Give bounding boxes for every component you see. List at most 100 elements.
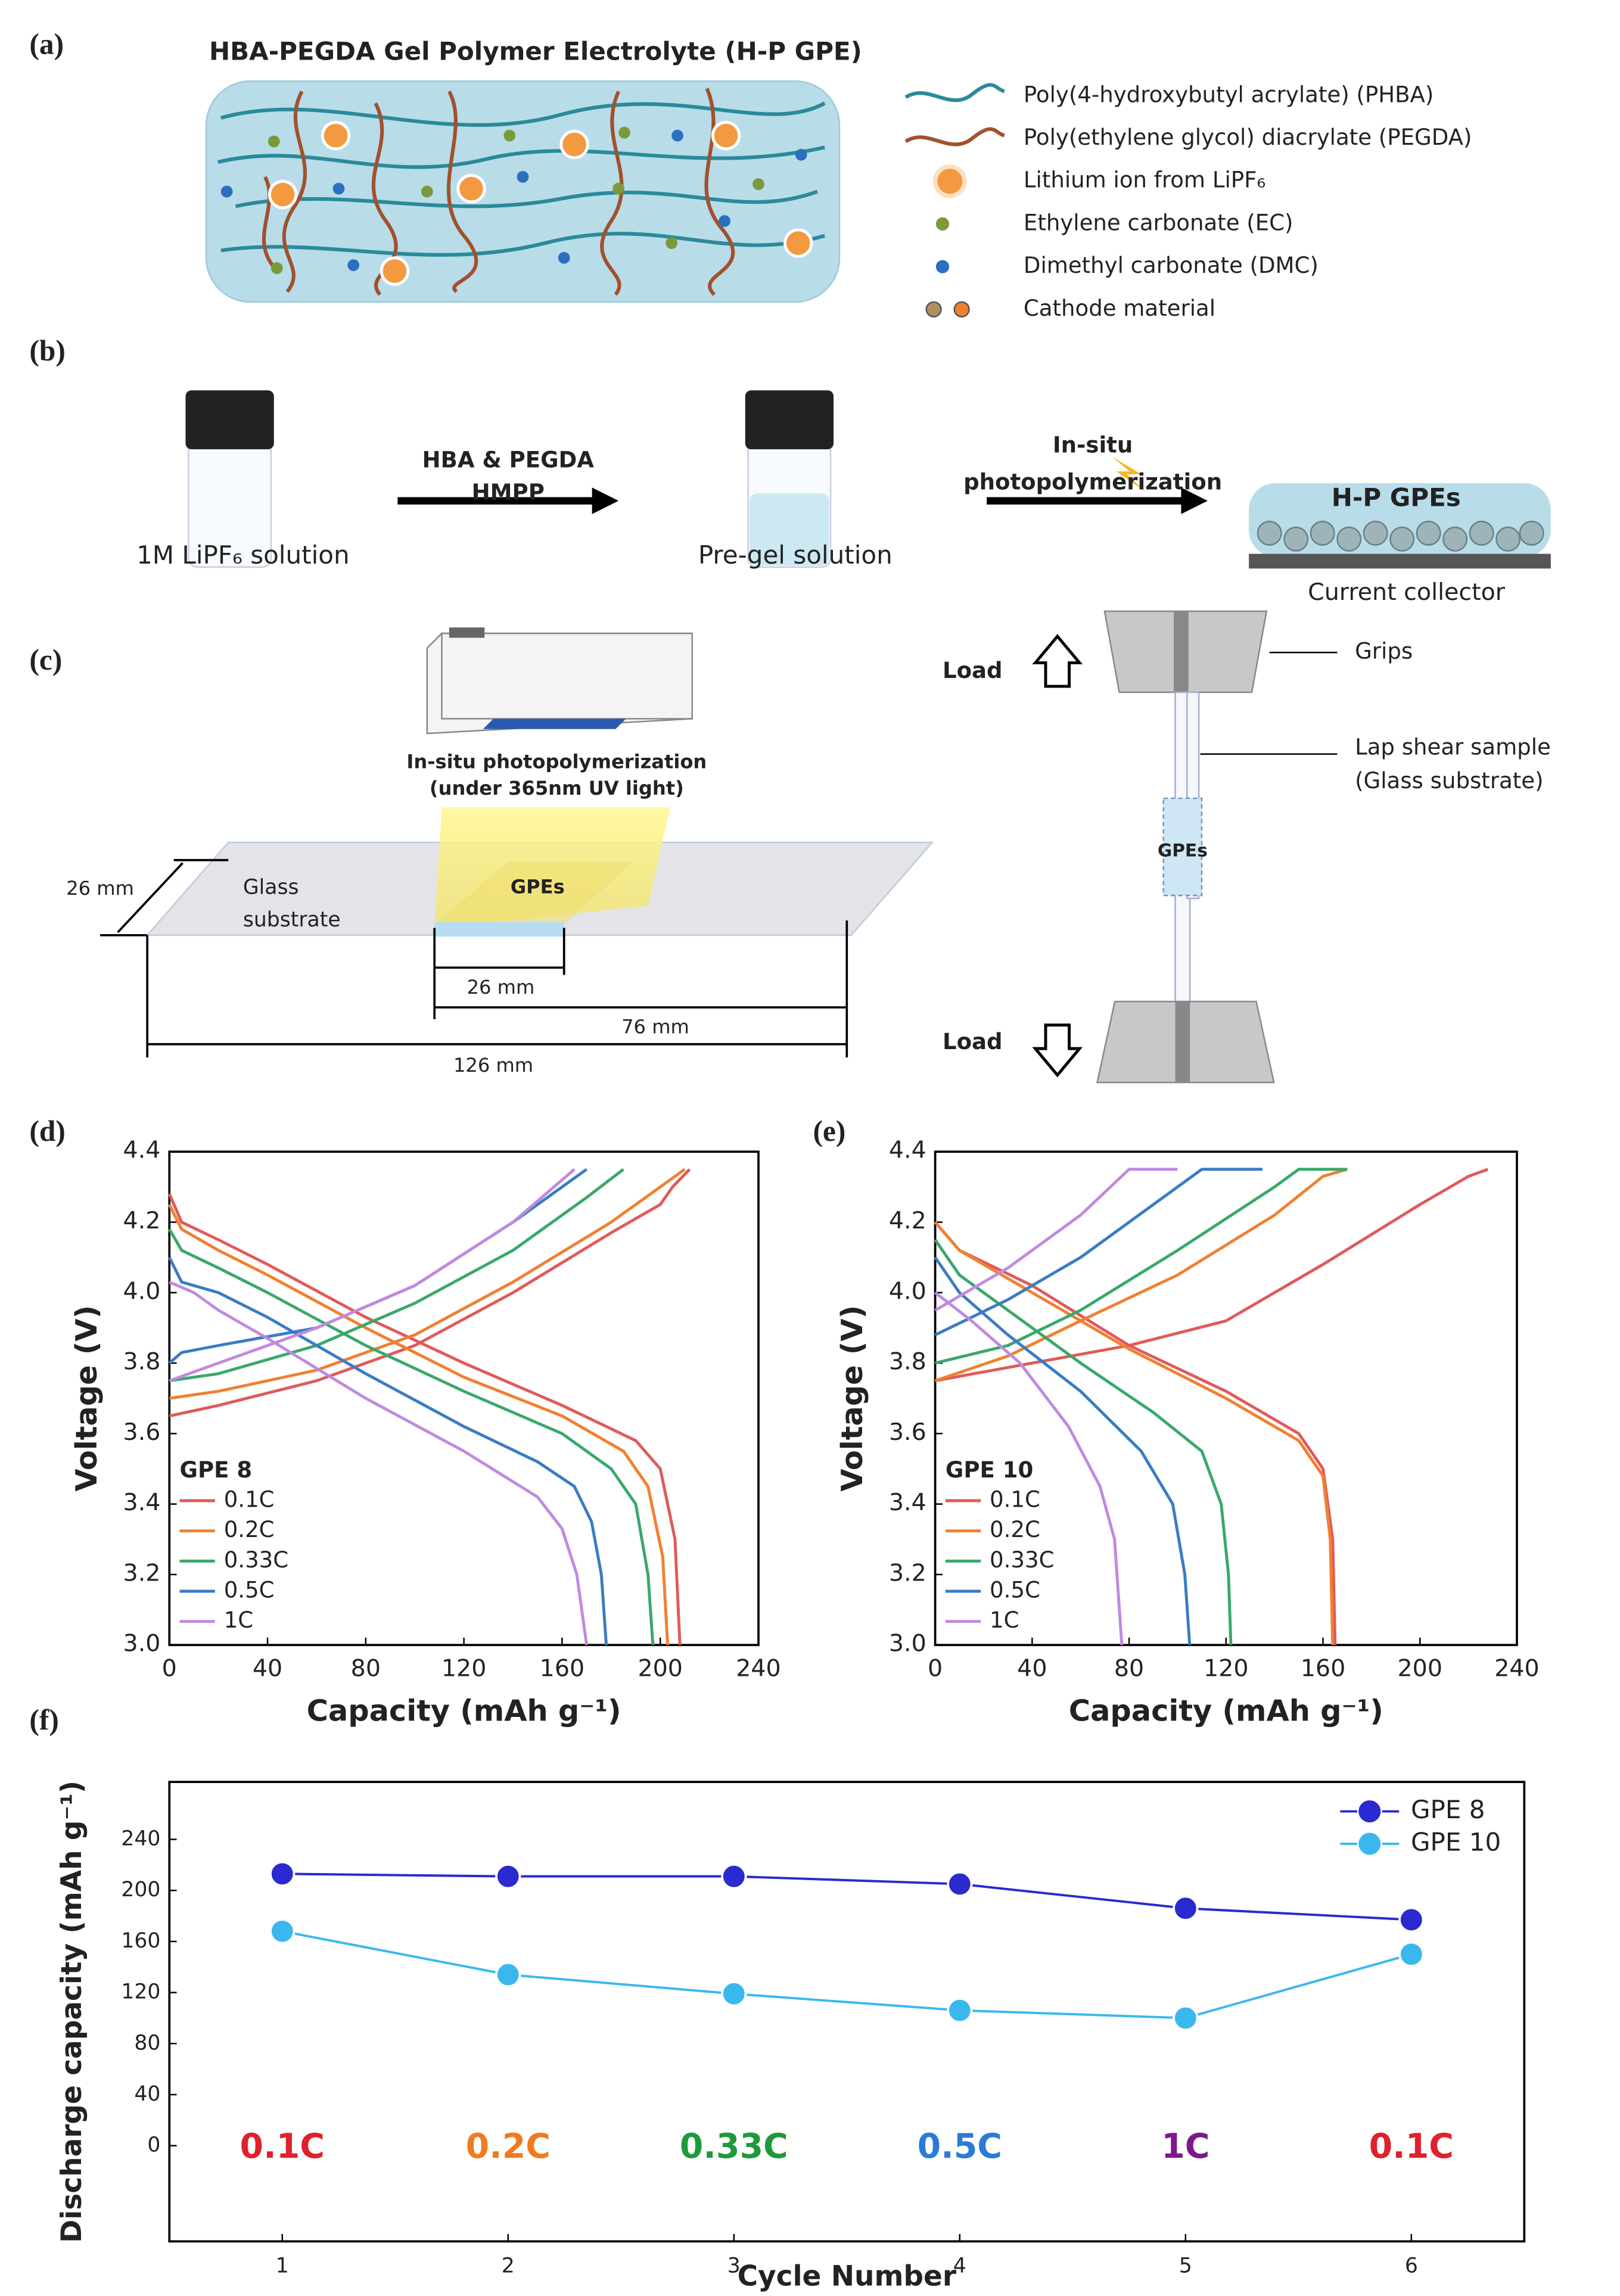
rate-label: 0.1C xyxy=(240,2127,325,2166)
x-tick-label: 80 xyxy=(351,1655,381,1682)
y-tick-label: 240 xyxy=(121,1827,160,1851)
data-point xyxy=(947,1997,973,2024)
gel-illustration-part-part xyxy=(268,179,298,210)
lap-shear-rig xyxy=(1032,610,1338,1084)
x-tick-label: 40 xyxy=(1017,1655,1047,1682)
vial-label: Pre-gel solution xyxy=(698,540,893,570)
gel-illustration-part-part xyxy=(332,182,345,195)
arrow-part xyxy=(1181,487,1208,514)
x-tick-label: 2 xyxy=(502,2254,515,2278)
gel-illustration-part-part xyxy=(558,251,570,264)
gel-illustration-part-part xyxy=(719,215,731,227)
series-line xyxy=(282,1930,1412,2020)
load-label: Load xyxy=(943,658,1003,683)
x-tick-label: 200 xyxy=(1398,1655,1442,1682)
arrow-part xyxy=(1112,456,1146,492)
data-point xyxy=(721,1981,747,2007)
uv-lamp-part xyxy=(449,627,485,638)
vial-part xyxy=(745,390,834,450)
x-tick-label: 240 xyxy=(1494,1655,1539,1682)
vial-part xyxy=(185,390,274,450)
series-line xyxy=(168,1168,686,1645)
gpe-electrode-part-part xyxy=(1469,521,1494,546)
legend-label: 0.5C xyxy=(990,1578,1040,1603)
data-point xyxy=(495,1961,521,1988)
y-axis-title: Voltage (V) xyxy=(69,1305,104,1492)
series-line xyxy=(934,1168,1488,1645)
glass-substrate-part xyxy=(434,861,633,925)
glass-substrate xyxy=(145,807,934,937)
sample-label: (Glass substrate) xyxy=(1355,768,1544,794)
y-tick-label: 4.4 xyxy=(889,1137,926,1164)
gpe-electrode-part-part xyxy=(1442,526,1468,552)
legend-text: Ethylene carbonate (EC) xyxy=(1024,210,1293,235)
x-tick-label: 80 xyxy=(1114,1655,1144,1682)
gel-illustration-part-part xyxy=(321,120,351,151)
lap-shear-rig-part xyxy=(1032,634,1083,688)
y-tick-label: 3.6 xyxy=(889,1418,926,1446)
legend-label: 0.5C xyxy=(224,1578,275,1603)
y-tick-label: 3.6 xyxy=(123,1418,161,1446)
legend-label: 0.33C xyxy=(990,1547,1054,1573)
rate-label: 0.5C xyxy=(918,2127,1002,2166)
gel-illustration-part-part xyxy=(220,185,233,198)
y-tick-label: 3.4 xyxy=(889,1489,926,1516)
gel-illustration-part-part xyxy=(282,91,307,293)
x-tick-label: 120 xyxy=(1204,1655,1248,1682)
gel-illustration-part-part xyxy=(270,262,283,274)
uv-caption: (under 365nm UV light) xyxy=(430,777,684,799)
gel-illustration xyxy=(205,80,841,303)
gel-illustration-part-part xyxy=(666,237,678,249)
series-line xyxy=(167,1168,691,1645)
data-point xyxy=(269,1861,296,1887)
legend-icons-part xyxy=(935,217,950,231)
gel-illustration-part-part xyxy=(456,173,486,204)
y-tick-label: 4.0 xyxy=(889,1277,926,1305)
gel-illustration-part-part xyxy=(559,129,589,160)
dimension-lines-part xyxy=(117,862,184,934)
data-point xyxy=(495,1863,521,1890)
plot-frame xyxy=(168,1781,1526,2243)
gel-illustration-part xyxy=(220,129,807,272)
gpe-label: GPEs xyxy=(1158,839,1208,860)
y-tick-label: 3.8 xyxy=(123,1348,161,1376)
y-tick-label: 120 xyxy=(121,1980,160,2004)
rate-label: 1C xyxy=(1161,2127,1209,2166)
gel-illustration-part xyxy=(268,126,764,274)
legend-label: 0.33C xyxy=(224,1547,288,1573)
gel-illustration-part-part xyxy=(220,232,826,257)
x-tick-label: 5 xyxy=(1179,2254,1192,2278)
gel-illustration-part-part xyxy=(795,148,807,161)
gel-illustration-part-part xyxy=(446,91,478,294)
legend-text: Cathode material xyxy=(1024,295,1215,321)
x-axis-title: Capacity (mAh g⁻¹) xyxy=(1069,1693,1383,1728)
x-tick-label: 40 xyxy=(253,1655,282,1682)
gel-illustration-part-part xyxy=(220,101,826,127)
gpe-electrode-part-part xyxy=(1310,521,1335,546)
x-tick-label: 240 xyxy=(736,1655,781,1682)
y-tick-label: 3.0 xyxy=(889,1630,926,1657)
uv-lamp xyxy=(426,627,693,735)
data-point xyxy=(947,1871,973,1897)
gpe-electrode-part-part xyxy=(1416,521,1441,546)
legend-label: 0.1C xyxy=(224,1487,275,1513)
legend-text: Dimethyl carbonate (DMC) xyxy=(1024,253,1319,278)
data-point xyxy=(1173,2005,1199,2031)
rate-label: 0.1C xyxy=(1369,2127,1454,2166)
data-point xyxy=(721,1863,747,1890)
y-tick-label: 4.2 xyxy=(123,1207,161,1234)
y-tick-label: 3.4 xyxy=(123,1489,161,1516)
rate-label: 0.33C xyxy=(680,2127,788,2166)
gel-illustration-part-part xyxy=(517,170,529,183)
gel-illustration-part-part xyxy=(235,189,818,209)
y-tick-label: 160 xyxy=(121,1929,160,1953)
uv-caption: In-situ photopolymerization xyxy=(406,751,707,773)
legend-text: Poly(4-hydroxybutyl acrylate) (PHBA) xyxy=(1024,82,1434,107)
lap-shear-rig-part xyxy=(1032,1023,1083,1078)
gel-illustration-part-part xyxy=(612,182,625,195)
dimension-label: 76 mm xyxy=(621,1016,689,1038)
sample-label: Lap shear sample xyxy=(1355,734,1551,760)
series-line xyxy=(934,1168,1348,1645)
x-tick-label: 160 xyxy=(540,1655,584,1682)
x-tick-label: 4 xyxy=(953,2254,966,2278)
